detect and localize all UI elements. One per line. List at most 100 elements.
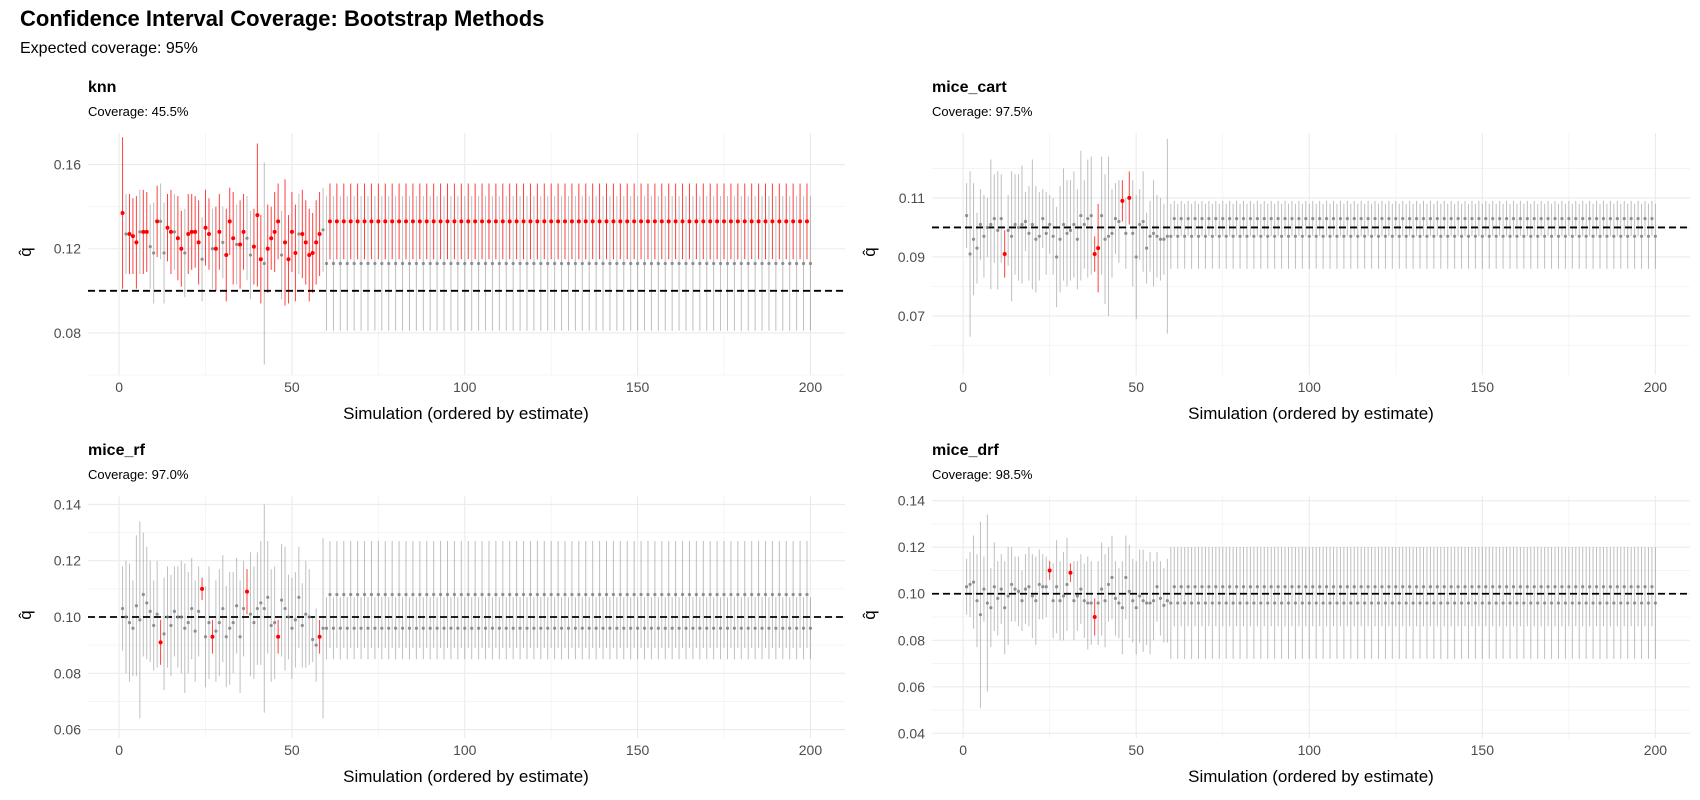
point-estimate	[629, 626, 633, 630]
point-estimate	[1463, 216, 1467, 221]
y-tick-label: 0.14	[54, 496, 81, 512]
point-estimate	[663, 626, 667, 630]
point-estimate	[369, 592, 374, 597]
point-estimate	[763, 219, 768, 224]
point-estimate	[1515, 234, 1519, 238]
point-estimate	[1051, 599, 1055, 603]
point-estimate	[231, 236, 236, 241]
point-estimate	[1231, 601, 1235, 605]
point-estimate	[1608, 585, 1612, 589]
point-estimate	[1615, 585, 1619, 589]
point-estimate	[504, 261, 508, 266]
point-estimate	[591, 592, 595, 597]
point-estimate	[470, 261, 474, 266]
point-estimate	[525, 261, 529, 266]
point-estimate	[1532, 216, 1536, 221]
point-estimate	[1383, 234, 1388, 238]
point-estimate	[1286, 234, 1291, 238]
point-estimate	[497, 626, 501, 630]
point-estimate	[1266, 601, 1270, 605]
point-estimate	[1588, 585, 1592, 589]
point-estimate	[532, 261, 536, 266]
point-estimate	[1453, 601, 1457, 605]
panel-title: mice_rf	[88, 442, 146, 459]
point-estimate	[148, 609, 152, 613]
point-estimate	[1567, 585, 1571, 589]
point-estimate	[1442, 585, 1446, 589]
point-estimate	[1359, 585, 1363, 589]
point-estimate	[1439, 234, 1443, 238]
point-estimate	[1279, 601, 1284, 605]
point-estimate	[162, 632, 166, 636]
point-estimate	[1259, 234, 1263, 238]
point-estimate	[663, 261, 667, 266]
point-estimate	[210, 634, 215, 639]
point-estimate	[1183, 601, 1187, 605]
point-estimate	[549, 219, 554, 224]
point-estimate	[179, 246, 184, 251]
point-estimate	[221, 240, 225, 245]
point-estimate	[1148, 234, 1152, 238]
point-estimate	[152, 251, 156, 255]
point-estimate	[639, 592, 643, 597]
point-estimate	[197, 609, 201, 613]
point-estimate	[349, 592, 353, 597]
point-estimate	[407, 261, 412, 266]
point-estimate	[1453, 234, 1457, 238]
point-estimate	[1383, 601, 1388, 605]
point-estimate	[231, 621, 235, 625]
point-estimate	[1293, 234, 1298, 238]
point-estimate	[1491, 216, 1495, 221]
point-estimate	[1387, 585, 1391, 589]
point-estimate	[1179, 216, 1183, 221]
point-estimate	[715, 219, 720, 224]
point-estimate	[1027, 585, 1031, 589]
point-estimate	[255, 213, 260, 218]
point-estimate	[1639, 601, 1644, 605]
point-estimate	[975, 246, 979, 250]
point-estimate	[1473, 234, 1478, 238]
x-tick-label: 100	[453, 742, 477, 758]
point-estimate	[1560, 585, 1564, 589]
point-estimate	[1269, 585, 1273, 589]
point-estimate	[1331, 216, 1336, 221]
point-estimate	[203, 635, 208, 639]
point-estimate	[168, 229, 173, 234]
point-estimate	[514, 219, 519, 224]
point-estimate	[549, 592, 553, 597]
point-estimate	[753, 261, 757, 266]
y-axis-title: q̂	[860, 610, 879, 619]
point-estimate	[989, 606, 993, 610]
point-estimate	[1034, 237, 1038, 241]
point-estimate	[1484, 216, 1488, 221]
x-tick-label: 100	[1298, 742, 1322, 758]
point-estimate	[224, 253, 229, 258]
point-estimate	[1390, 601, 1394, 605]
point-estimate	[1155, 234, 1159, 238]
point-estimate	[1331, 585, 1336, 589]
point-estimate	[978, 613, 983, 617]
panel-subtitle: Coverage: 45.5%	[88, 104, 189, 119]
point-estimate	[207, 621, 211, 625]
point-estimate	[279, 253, 284, 257]
point-estimate	[463, 261, 467, 266]
point-estimate	[1238, 601, 1242, 605]
point-estimate	[183, 626, 187, 630]
point-estimate	[1148, 601, 1152, 605]
point-estimate	[1459, 234, 1464, 238]
point-estimate	[186, 621, 190, 625]
point-estimate	[604, 219, 609, 224]
panel-title: knn	[88, 79, 116, 96]
point-estimate	[1072, 599, 1076, 603]
point-estimate	[1619, 234, 1623, 238]
point-estimate	[1619, 601, 1623, 605]
point-estimate	[138, 618, 142, 622]
point-estimate	[1335, 601, 1339, 605]
point-estimate	[1013, 222, 1017, 227]
point-estimate	[273, 621, 277, 625]
point-estimate	[735, 219, 740, 224]
point-estimate	[1037, 234, 1041, 238]
point-estimate	[763, 592, 768, 597]
point-estimate	[1390, 234, 1394, 238]
panel-title: mice_cart	[932, 79, 1007, 96]
